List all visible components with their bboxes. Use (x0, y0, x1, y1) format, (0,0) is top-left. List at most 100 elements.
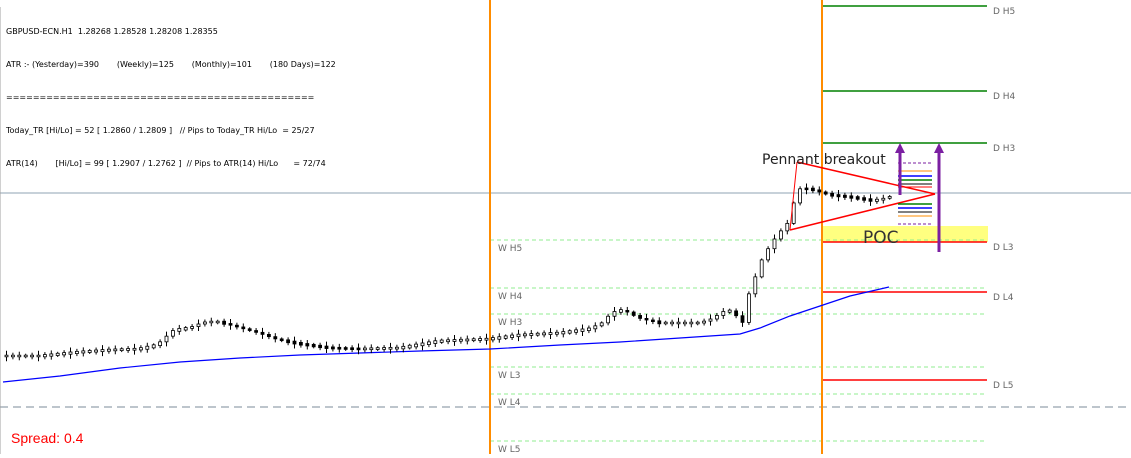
candle-body (318, 344, 323, 349)
candle (75, 348, 79, 357)
candle (631, 310, 636, 317)
candle-body (836, 194, 841, 198)
candle-body (523, 333, 527, 337)
candle-body (497, 336, 502, 340)
candle (727, 308, 732, 314)
candle (113, 345, 118, 355)
candle (599, 321, 604, 328)
spread-value: 0.4 (63, 430, 84, 446)
candle-body (407, 344, 412, 349)
candle-body (362, 347, 367, 351)
candle (823, 190, 828, 196)
candle-body (644, 317, 649, 321)
candle (81, 347, 86, 357)
candle (580, 324, 585, 336)
candle-body (420, 342, 425, 347)
candle (62, 350, 66, 358)
weekly-level-label: W L5 (498, 445, 521, 454)
candle (337, 343, 342, 353)
candle-body (465, 338, 470, 342)
candle-body (779, 230, 783, 240)
pennant-upper-line (796, 161, 936, 195)
candle-body (30, 354, 35, 358)
candle (247, 327, 252, 333)
candle-body (657, 320, 662, 325)
candle (382, 345, 387, 352)
candle-body (458, 338, 463, 342)
candle (523, 331, 527, 339)
candle-body (375, 347, 380, 350)
arrow-head (895, 143, 905, 153)
candle-body (401, 345, 406, 350)
candle (785, 219, 790, 235)
candle-body (625, 310, 630, 313)
candle-body (683, 321, 687, 325)
candle-body (254, 330, 259, 333)
candle-body (631, 311, 636, 316)
candle (190, 324, 195, 331)
candle (542, 330, 546, 338)
candle-body (100, 349, 105, 353)
candle (747, 291, 751, 325)
candle (651, 317, 655, 325)
candle-body (823, 191, 828, 195)
candle (881, 194, 886, 204)
candle-body (619, 309, 623, 313)
candle-body (23, 354, 28, 358)
candle-body (612, 311, 617, 317)
candle (567, 329, 572, 335)
candle (811, 185, 815, 194)
candle (759, 258, 764, 279)
candle-body (574, 329, 578, 333)
candle (401, 342, 406, 353)
candle-body (593, 325, 598, 330)
candle (862, 195, 866, 203)
candle (49, 350, 54, 360)
candle-body (369, 347, 374, 351)
candle-body (228, 323, 233, 326)
candle (676, 317, 681, 329)
candle-body (196, 323, 201, 327)
pennant-base-line (789, 161, 798, 231)
candle-body (43, 354, 47, 358)
daily-level-label: D H3 (993, 144, 1015, 154)
candle-body (734, 310, 738, 317)
candle-body (446, 339, 451, 343)
candle (804, 183, 809, 195)
candle (555, 329, 559, 337)
candle-body (343, 347, 348, 350)
candle-body (151, 344, 156, 349)
candle-body (107, 348, 111, 352)
candle (298, 339, 303, 348)
candle-body (202, 321, 207, 325)
candle-body (330, 346, 335, 350)
candle-body (766, 248, 770, 261)
candle (177, 324, 182, 335)
candle (478, 336, 483, 343)
candle-body (587, 327, 591, 332)
candle (4, 350, 9, 362)
poc-label: POC (863, 228, 899, 248)
candle-body (887, 196, 892, 199)
candle (330, 344, 335, 352)
candle-body (868, 198, 873, 202)
pennant-breakout-label: Pennant breakout (762, 152, 886, 168)
candle (350, 345, 355, 353)
atr-line: ATR :- (Yesterday)=390 (Weekly)=125 (Mon… (6, 60, 336, 69)
spread-indicator: Spread: 0.4 (11, 430, 83, 446)
candle (286, 337, 291, 346)
candle (587, 325, 591, 334)
weekly-level-label: W L3 (498, 371, 521, 381)
weekly-level-label: W H3 (498, 318, 522, 328)
candle (548, 328, 553, 340)
candle (228, 318, 233, 330)
candle (612, 307, 617, 321)
candle (94, 347, 98, 355)
candle (497, 333, 502, 343)
candle (426, 339, 431, 348)
candle-body (516, 333, 521, 338)
candle (254, 328, 259, 335)
candle-body (798, 188, 802, 204)
